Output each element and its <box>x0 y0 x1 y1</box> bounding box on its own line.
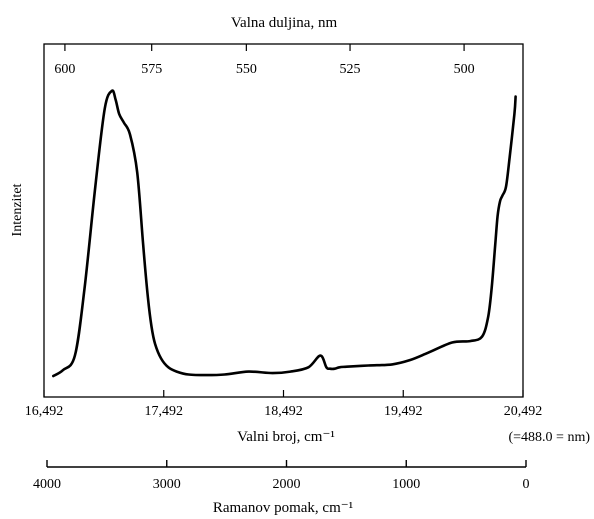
top-tick-label: 600 <box>54 62 75 77</box>
top-tick-label: 525 <box>340 62 361 77</box>
raman-axis-title: Ramanov pomak, cm⁻¹ <box>213 500 353 516</box>
top-tick-label: 500 <box>454 62 475 77</box>
spectrum-line <box>52 89 517 378</box>
x-tick-label: 20,492 <box>504 404 543 419</box>
raman-tick-label: 2000 <box>273 477 301 492</box>
x-tick-label: 18,492 <box>264 404 303 419</box>
x-tick-label: 17,492 <box>145 404 184 419</box>
x-tick-label: 19,492 <box>384 404 423 419</box>
top-tick-label: 550 <box>236 62 257 77</box>
x-axis-title: Valni broj, cm⁻¹ <box>237 429 335 445</box>
raman-tick-label: 3000 <box>153 477 181 492</box>
raman-tick-label: 4000 <box>33 477 61 492</box>
x-tick-label: 16,492 <box>25 404 64 419</box>
top-tick-label: 575 <box>141 62 162 77</box>
raman-tick-label: 1000 <box>392 477 420 492</box>
x-axis-end-note: (=488.0 = nm) <box>508 430 590 445</box>
top-axis-title: Valna duljina, nm <box>231 15 338 31</box>
raman-tick-label: 0 <box>523 477 530 492</box>
y-axis-title: Intenzitet <box>10 183 25 236</box>
